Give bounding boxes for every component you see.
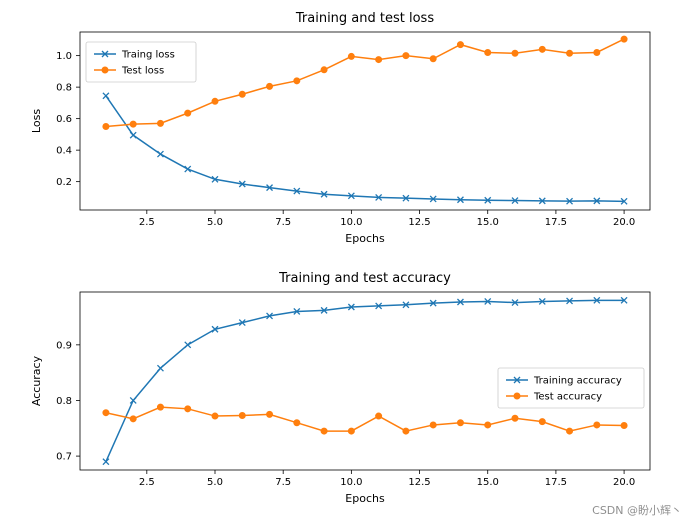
xtick-label: 17.5 — [545, 477, 567, 488]
marker-circle — [567, 428, 573, 434]
legend-label: Test loss — [121, 66, 164, 77]
watermark: CSDN @盼小辉丶 — [592, 504, 682, 517]
marker-circle — [103, 124, 109, 130]
legend: Training accuracy Test accuracy — [498, 368, 644, 408]
xtick-label: 12.5 — [408, 477, 430, 488]
marker-circle — [403, 428, 409, 434]
marker-circle — [376, 57, 382, 63]
marker-circle — [267, 411, 273, 417]
marker-circle — [321, 428, 327, 434]
marker-circle — [294, 420, 300, 426]
ylabel: Accuracy — [30, 355, 43, 406]
marker-circle — [457, 420, 463, 426]
ytick-label: 0.2 — [56, 177, 72, 188]
legend-label: Training accuracy — [533, 376, 622, 387]
marker-circle — [485, 49, 491, 55]
xtick-label: 2.5 — [139, 217, 155, 228]
series-line — [106, 96, 624, 202]
xtick-label: 12.5 — [408, 217, 430, 228]
xtick-label: 15.0 — [477, 217, 499, 228]
marker-circle — [185, 110, 191, 116]
marker-circle — [130, 121, 136, 127]
series-line — [106, 407, 624, 431]
marker-circle — [102, 67, 108, 73]
xlabel: Epochs — [345, 232, 385, 245]
marker-circle — [539, 419, 545, 425]
ytick-label: 1.0 — [56, 51, 72, 62]
marker-circle — [239, 412, 245, 418]
xtick-label: 20.0 — [613, 217, 635, 228]
ytick-label: 0.8 — [56, 396, 72, 407]
ytick-label: 0.9 — [56, 340, 72, 351]
xlabel: Epochs — [345, 492, 385, 505]
marker-circle — [130, 416, 136, 422]
subplot-title: Training and test loss — [295, 11, 434, 26]
marker-circle — [594, 422, 600, 428]
xtick-label: 2.5 — [139, 477, 155, 488]
xtick-label: 5.0 — [207, 477, 223, 488]
marker-circle — [514, 393, 520, 399]
marker-circle — [103, 410, 109, 416]
xtick-label: 7.5 — [275, 477, 291, 488]
marker-circle — [185, 406, 191, 412]
xtick-label: 15.0 — [477, 477, 499, 488]
marker-circle — [267, 83, 273, 89]
marker-circle — [321, 67, 327, 73]
marker-circle — [457, 42, 463, 48]
legend-label: Traing loss — [121, 50, 175, 61]
xtick-label: 20.0 — [613, 477, 635, 488]
marker-circle — [512, 50, 518, 56]
marker-circle — [239, 91, 245, 97]
marker-circle — [594, 49, 600, 55]
xtick-label: 10.0 — [340, 217, 362, 228]
subplot-accuracy: 2.5 5.0 7.5 10.0 12.5 15.0 17.5 20.0 0.7 0.8 0.9 Ep… — [30, 271, 650, 505]
marker-circle — [294, 78, 300, 84]
marker-circle — [157, 120, 163, 126]
xtick-label: 17.5 — [545, 217, 567, 228]
marker-circle — [348, 53, 354, 59]
ytick-label: 0.6 — [56, 114, 72, 125]
legend-label: Test accuracy — [533, 392, 602, 403]
figure: 2.5 5.0 7.5 10.0 12.5 15.0 17.5 20.0 0.2 0.4 0.6 0.… — [0, 0, 696, 524]
xtick-label: 7.5 — [275, 217, 291, 228]
xtick-label: 5.0 — [207, 217, 223, 228]
marker-circle — [539, 46, 545, 52]
ylabel: Loss — [30, 109, 43, 133]
subplot-title: Training and test accuracy — [278, 271, 451, 286]
ytick-label: 0.4 — [56, 146, 72, 157]
legend: Traing loss Test loss — [86, 42, 196, 82]
marker-circle — [430, 56, 436, 62]
marker-circle — [157, 404, 163, 410]
marker-circle — [212, 98, 218, 104]
marker-circle — [212, 413, 218, 419]
marker-circle — [376, 413, 382, 419]
marker-circle — [403, 53, 409, 59]
xtick-label: 10.0 — [340, 477, 362, 488]
subplot-loss: 2.5 5.0 7.5 10.0 12.5 15.0 17.5 20.0 0.2 0.4 0.6 0.… — [30, 11, 650, 245]
marker-circle — [621, 36, 627, 42]
ytick-label: 0.8 — [56, 83, 72, 94]
ytick-label: 0.7 — [56, 452, 72, 463]
marker-circle — [512, 415, 518, 421]
marker-circle — [348, 428, 354, 434]
marker-circle — [485, 422, 491, 428]
marker-circle — [567, 50, 573, 56]
marker-circle — [430, 422, 436, 428]
marker-circle — [621, 423, 627, 429]
